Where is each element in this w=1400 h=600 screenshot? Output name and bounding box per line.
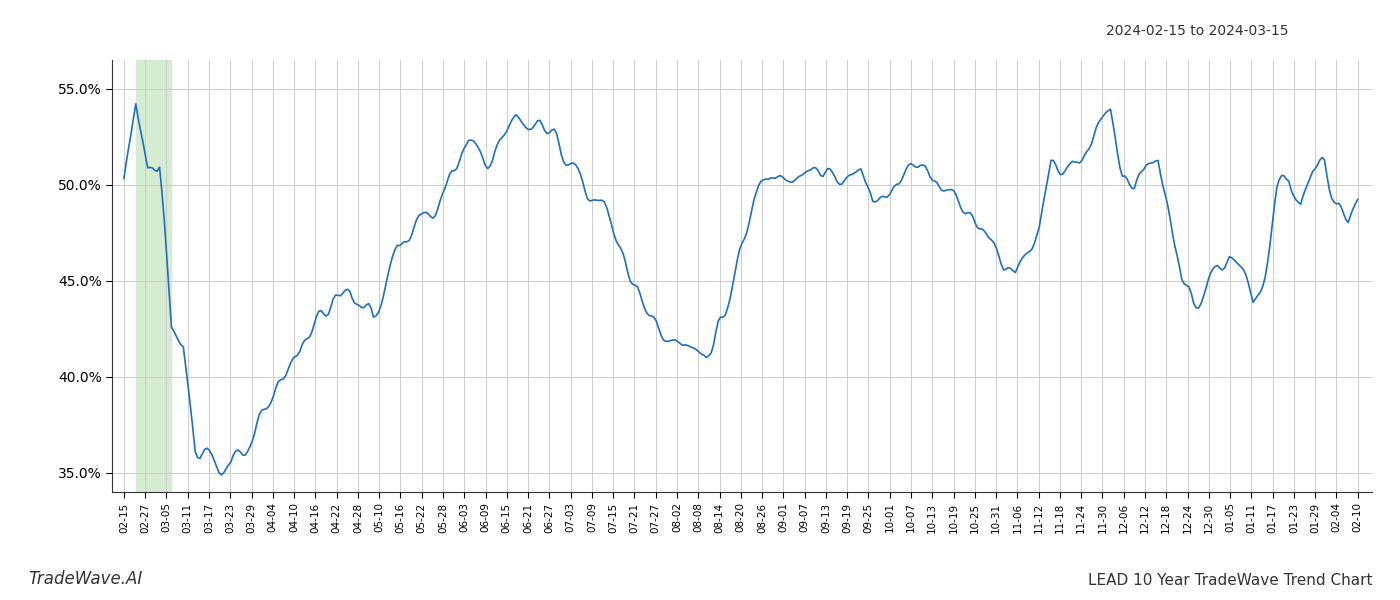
Bar [136, 60, 171, 492]
Text: 2024-02-15 to 2024-03-15: 2024-02-15 to 2024-03-15 [1106, 24, 1288, 38]
Text: LEAD 10 Year TradeWave Trend Chart: LEAD 10 Year TradeWave Trend Chart [1088, 573, 1372, 588]
Text: TradeWave.AI: TradeWave.AI [28, 570, 143, 588]
